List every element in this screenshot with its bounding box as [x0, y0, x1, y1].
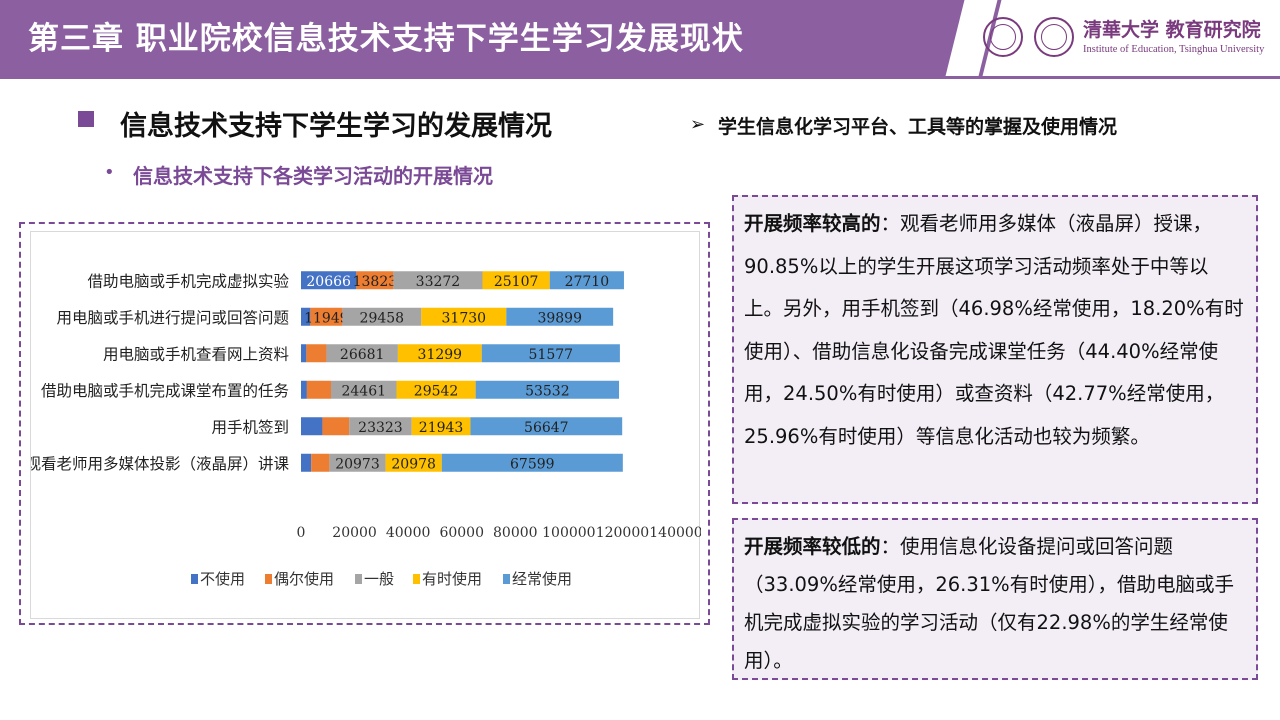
- bar-segment: [475, 380, 620, 399]
- category-label: 用电脑或手机进行提问或回答问题: [56, 309, 289, 327]
- legend-swatch: [191, 574, 198, 584]
- data-label: 29542: [414, 383, 459, 399]
- data-label: 26681: [340, 347, 385, 363]
- x-tick-label: 60000: [439, 525, 484, 541]
- bar-segment: [306, 380, 331, 399]
- legend-label: 偶尔使用: [274, 570, 334, 588]
- legend-swatch: [503, 574, 510, 584]
- institute-logo-english: Institute of Education, Tsinghua Univers…: [1083, 44, 1265, 55]
- bar-segment: [441, 453, 623, 472]
- bar-segment: [301, 344, 307, 363]
- low-frequency-text: ：使用信息化设备提问或回答问题（33.09%经常使用，26.31%有时使用），借…: [744, 535, 1234, 672]
- category-label: 借助电脑或手机完成课堂布置的任务: [41, 382, 289, 400]
- data-label: 33272: [416, 274, 461, 290]
- legend-label: 有时使用: [422, 570, 482, 588]
- legend-label: 不使用: [200, 570, 245, 588]
- bar-segment: [301, 271, 357, 290]
- x-tick-label: 100000: [542, 525, 595, 541]
- data-label: 31730: [442, 310, 487, 326]
- legend-label: 一般: [364, 570, 394, 588]
- bar-segment: [301, 307, 311, 326]
- bar-segment: [322, 417, 350, 436]
- right-subheading: 学生信息化学习平台、工具等的掌握及使用情况: [718, 116, 1118, 138]
- bar-segment: [411, 417, 471, 436]
- bar-segment: [306, 344, 327, 363]
- low-frequency-box: 开展频率较低的：使用信息化设备提问或回答问题（33.09%经常使用，26.31%…: [732, 518, 1258, 680]
- header-bar: 第三章 职业院校信息技术支持下学生学习发展现状 清華大学 教育研究院 Insti…: [0, 0, 1280, 76]
- bar-segment: [470, 417, 623, 436]
- square-bullet-icon: [78, 111, 94, 127]
- bar-segment: [342, 307, 422, 326]
- legend-swatch: [265, 574, 272, 584]
- section-subheading: 信息技术支持下各类学习活动的开展情况: [133, 164, 493, 188]
- arrow-bullet-icon: ➢: [690, 114, 706, 135]
- bar-segment: [301, 453, 312, 472]
- data-label: 20973: [335, 456, 380, 472]
- bar-segment: [329, 453, 386, 472]
- bar-segment: [311, 453, 330, 472]
- bar-segment: [356, 271, 394, 290]
- header-background: [0, 0, 970, 76]
- data-label: 67599: [510, 456, 555, 472]
- x-tick-label: 40000: [386, 525, 431, 541]
- data-label: 25107: [494, 274, 539, 290]
- category-label: 用电脑或手机查看网上资料: [103, 345, 289, 363]
- bar-segment: [421, 307, 507, 326]
- legend-label: 经常使用: [512, 570, 572, 588]
- bar-segment: [396, 380, 476, 399]
- bar-segment: [549, 271, 624, 290]
- data-label: 11949: [304, 310, 349, 326]
- data-label: 20666: [306, 274, 351, 290]
- bar-segment: [506, 307, 614, 326]
- data-label: 27710: [565, 274, 610, 290]
- x-tick-label: 20000: [332, 525, 377, 541]
- data-label: 31299: [418, 347, 463, 363]
- bar-segment: [326, 344, 398, 363]
- data-label: 23323: [358, 420, 403, 436]
- data-label: 20978: [391, 456, 436, 472]
- bar-segment: [481, 344, 620, 363]
- bar-segment: [397, 344, 482, 363]
- bar-segment: [331, 380, 397, 399]
- bar-segment: [482, 271, 550, 290]
- data-label: 21943: [419, 420, 464, 436]
- chart-frame: [19, 222, 710, 625]
- chart-svg: 借助电脑或手机完成虚拟实验 20666 13823 33272 25107 27710 用电…: [31, 271, 701, 588]
- bar-segment: [385, 453, 442, 472]
- legend-swatch: [413, 574, 420, 584]
- category-label: 借助电脑或手机完成虚拟实验: [87, 272, 289, 290]
- high-frequency-box: 开展频率较高的：观看老师用多媒体（液晶屏）授课，90.85%以上的学生开展这项学…: [732, 195, 1258, 504]
- category-label: 用手机签到: [211, 418, 289, 436]
- bar-segment: [393, 271, 483, 290]
- low-frequency-label: 开展频率较低的: [744, 535, 881, 558]
- x-tick-label: 120000: [596, 525, 649, 541]
- x-tick-label: 0: [297, 525, 306, 541]
- dot-bullet-icon: •: [104, 162, 115, 183]
- data-label: 39899: [537, 310, 582, 326]
- data-label: 53532: [525, 383, 570, 399]
- stacked-bar-chart: 借助电脑或手机完成虚拟实验 20666 13823 33272 25107 27710 用电…: [30, 231, 701, 619]
- institute-logo-text: 清華大学 教育研究院: [1083, 19, 1261, 41]
- data-label: 51577: [529, 347, 574, 363]
- category-label: 观看老师用多媒体投影（液晶屏）讲课: [31, 455, 289, 473]
- legend-swatch: [355, 574, 362, 584]
- high-frequency-label: 开展频率较高的: [744, 212, 881, 235]
- x-tick-label: 80000: [493, 525, 538, 541]
- data-label: 29458: [360, 310, 405, 326]
- bar-segment: [310, 307, 343, 326]
- bar-segment: [301, 380, 307, 399]
- tsinghua-seal-icon: [983, 17, 1023, 57]
- data-label: 56647: [524, 420, 569, 436]
- high-frequency-text: ：观看老师用多媒体（液晶屏）授课，90.85%以上的学生开展这项学习活动频率处于…: [744, 212, 1244, 448]
- section-heading: 信息技术支持下学生学习的发展情况: [120, 111, 552, 142]
- x-tick-label: 140000: [649, 525, 701, 541]
- header-underline: [0, 76, 1280, 79]
- bar-segment: [349, 417, 412, 436]
- data-label: 13823: [353, 274, 398, 290]
- ioe-seal-icon: [1034, 17, 1074, 57]
- data-label: 24461: [341, 383, 386, 399]
- page-title: 第三章 职业院校信息技术支持下学生学习发展现状: [28, 21, 744, 57]
- bar-segment: [301, 417, 323, 436]
